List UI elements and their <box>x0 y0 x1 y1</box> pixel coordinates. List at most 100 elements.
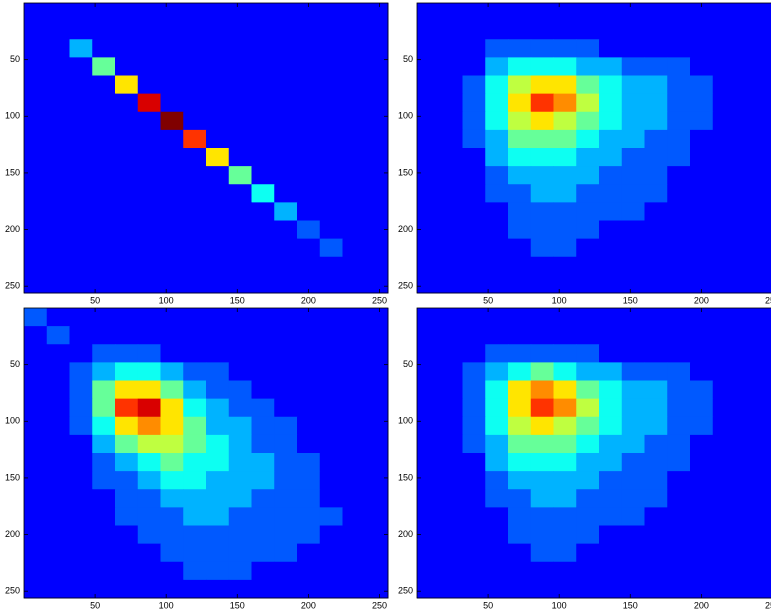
heat-cell <box>690 416 714 436</box>
heat-cell <box>530 561 554 581</box>
heat-cell <box>530 93 554 113</box>
heat-cell <box>712 308 736 327</box>
heat-cell <box>69 238 93 258</box>
heat-cell <box>599 202 623 221</box>
heat-cell <box>274 3 298 22</box>
heat-cell <box>712 3 736 22</box>
heat-cell <box>297 344 321 363</box>
heat-cell <box>712 202 736 221</box>
heat-cell <box>342 129 366 149</box>
heat-cell <box>115 238 139 258</box>
heat-cell <box>690 274 714 294</box>
heat-cell <box>115 220 139 240</box>
heat-cell <box>342 274 366 294</box>
heat-cell <box>530 75 554 95</box>
heat-cell <box>576 507 600 526</box>
heat-cell <box>228 57 252 76</box>
heat-cell <box>439 326 463 345</box>
heat-cell <box>24 326 48 345</box>
heat-cell <box>297 489 321 508</box>
heat-cell <box>735 543 759 563</box>
heat-cell <box>508 129 532 149</box>
heat-cell <box>342 202 366 221</box>
y-tick-label: 200 <box>398 224 413 234</box>
heat-cell <box>319 489 343 508</box>
heat-cell <box>508 93 532 113</box>
heat-cell <box>69 344 93 363</box>
heat-cell <box>206 184 230 203</box>
heat-cell <box>206 507 230 526</box>
heat-cell <box>69 75 93 95</box>
heat-cell <box>183 93 207 113</box>
heat-cell <box>160 39 184 58</box>
heat-cell <box>137 238 161 258</box>
heat-cell <box>183 308 207 327</box>
heat-cell <box>297 362 321 381</box>
heat-cell <box>576 238 600 258</box>
heat-cell <box>46 111 70 131</box>
heat-cell <box>530 344 554 363</box>
y-tick-label: 50 <box>403 359 413 369</box>
heat-cell <box>251 434 275 454</box>
heat-cell <box>274 561 298 581</box>
heat-cell <box>137 344 161 363</box>
heat-cell <box>24 238 48 258</box>
heat-cell <box>735 21 759 40</box>
heat-cell <box>24 220 48 240</box>
heat-cell <box>712 416 736 436</box>
heat-cell <box>417 362 441 381</box>
heat-cell <box>576 398 600 418</box>
heat-cell <box>690 3 714 22</box>
heat-cell <box>735 220 759 240</box>
heat-cell <box>92 75 116 95</box>
heat-cell <box>417 344 441 363</box>
heat-cell <box>735 202 759 221</box>
heat-cell <box>462 561 486 581</box>
heat-cell <box>599 256 623 276</box>
heat-cell <box>228 238 252 258</box>
heat-cell <box>621 543 645 563</box>
heat-cell <box>758 561 771 581</box>
heat-cell <box>462 274 486 294</box>
heat-cell <box>576 3 600 22</box>
heat-cell <box>462 489 486 508</box>
heat-cell <box>319 561 343 581</box>
heat-cell <box>553 344 577 363</box>
heat-cell <box>599 579 623 599</box>
heat-cell <box>274 416 298 436</box>
heat-cell <box>599 434 623 454</box>
heat-cell <box>712 453 736 472</box>
heat-cell <box>553 434 577 454</box>
heat-cell <box>735 561 759 581</box>
heat-cell <box>183 489 207 508</box>
heat-cell <box>342 344 366 363</box>
heat-cell <box>46 507 70 526</box>
heat-cell <box>342 111 366 131</box>
heat-cell <box>342 166 366 185</box>
heat-cell <box>462 434 486 454</box>
heat-cell <box>251 57 275 76</box>
heat-cell <box>228 326 252 345</box>
heat-cell <box>644 525 668 545</box>
heat-cell <box>251 3 275 22</box>
heat-cell <box>576 362 600 381</box>
heat-cell <box>319 39 343 58</box>
heat-cell <box>690 561 714 581</box>
heat-cell <box>228 380 252 400</box>
x-tick-label: 100 <box>159 295 174 305</box>
heat-cell <box>365 326 389 345</box>
heat-cell <box>228 3 252 22</box>
heat-cell <box>667 238 691 258</box>
heat-cell <box>530 507 554 526</box>
heat-cell <box>160 238 184 258</box>
heat-cell <box>92 471 116 490</box>
heat-cell <box>530 326 554 345</box>
x-tick-label: 50 <box>483 600 493 610</box>
heat-cell <box>160 561 184 581</box>
heat-cell <box>46 220 70 240</box>
heat-cell <box>667 256 691 276</box>
heat-cell <box>485 220 509 240</box>
heat-cell <box>462 166 486 185</box>
y-tick-label: 50 <box>403 54 413 64</box>
heat-cell <box>160 326 184 345</box>
